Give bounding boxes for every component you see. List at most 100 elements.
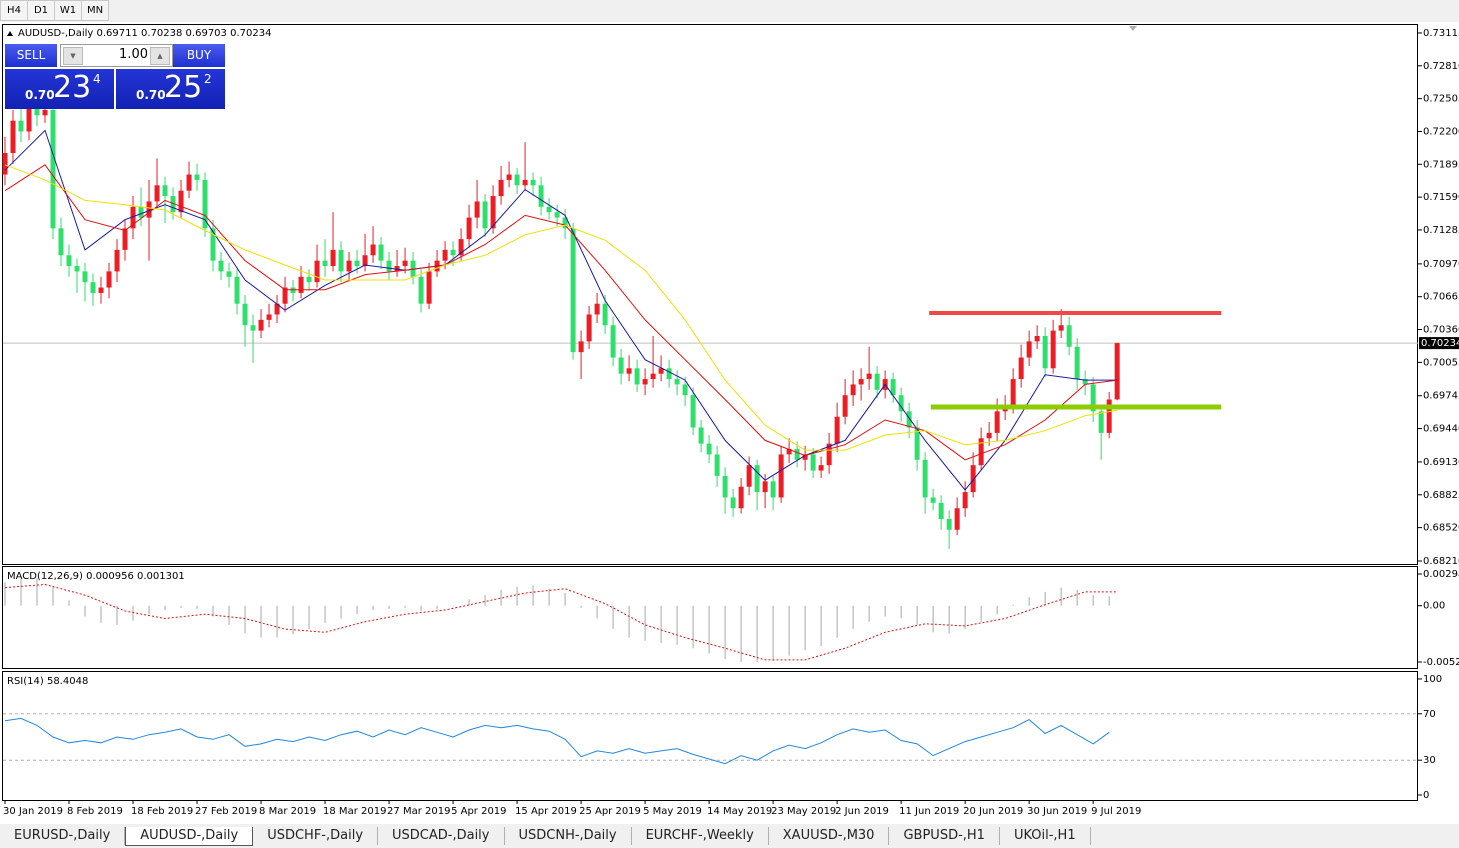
- candle-body: [1042, 335, 1048, 369]
- x-tick-label: 8 Mar 2019: [259, 806, 316, 817]
- candle-body: [266, 314, 272, 320]
- candle-body: [738, 486, 744, 509]
- x-tick-label: 11 Jun 2019: [899, 806, 959, 817]
- timeframe-button[interactable]: D1: [28, 0, 55, 21]
- candle-body: [218, 260, 224, 272]
- macd-bar: [996, 605, 998, 615]
- ask-price[interactable]: 0.70 25 2: [116, 69, 225, 109]
- macd-bar: [308, 605, 310, 630]
- buy-button[interactable]: BUY: [173, 44, 225, 67]
- macd-bar: [596, 605, 598, 619]
- macd-bar: [1060, 587, 1062, 606]
- timeframe-button[interactable]: W1: [55, 0, 82, 21]
- candle-body: [1114, 343, 1120, 400]
- volume-up[interactable]: ▲: [150, 47, 170, 65]
- timeframe-button[interactable]: H4: [0, 0, 28, 21]
- y-tick-label: 0.00: [1423, 601, 1445, 612]
- timeframe-button[interactable]: MN: [82, 0, 109, 21]
- last-price-label: 0.70234: [1421, 338, 1459, 349]
- x-tick-label: 2 Jun 2019: [835, 806, 889, 817]
- macd-bar: [468, 599, 470, 606]
- chart-tab[interactable]: AUDUSD-,Daily: [125, 826, 254, 846]
- chart-tab[interactable]: USDCHF-,Daily: [253, 827, 379, 845]
- candle-body: [906, 411, 912, 428]
- chart-tab[interactable]: USDCNH-,Daily: [505, 827, 632, 845]
- candle-body: [962, 492, 968, 509]
- candle-body: [338, 249, 344, 272]
- candle-body: [490, 196, 496, 229]
- macd-bar: [612, 605, 614, 630]
- ask-pips: 25: [164, 70, 203, 105]
- candle-body: [634, 368, 640, 385]
- y-tick-label: 30: [1423, 755, 1436, 766]
- chart-background: [0, 22, 1459, 824]
- macd-bar: [724, 605, 726, 659]
- candle-body: [178, 190, 184, 213]
- candle-body: [378, 244, 384, 261]
- chart-tab[interactable]: XAUUSD-,M30: [769, 827, 890, 845]
- candle-body: [90, 282, 96, 293]
- candle-body: [10, 120, 16, 153]
- candle-body: [674, 379, 680, 385]
- chart-tab[interactable]: UKOil-,H1: [1000, 827, 1091, 845]
- candle-body: [690, 395, 696, 428]
- y-tick-label: 0.70055: [1423, 357, 1459, 368]
- candle-body: [746, 465, 752, 487]
- candle-body: [658, 368, 664, 374]
- candle-body: [498, 179, 504, 197]
- indicator-line: [4, 583, 1118, 661]
- candle-body: [842, 395, 848, 417]
- macd-bar: [964, 605, 966, 630]
- candle-body: [778, 454, 784, 498]
- shift-marker: [1129, 26, 1137, 31]
- macd-bar: [756, 605, 758, 663]
- volume-value[interactable]: 1.00: [119, 47, 148, 62]
- candle-body: [970, 465, 976, 493]
- y-tick-label: 0.002984: [1423, 569, 1459, 580]
- chart-tab[interactable]: USDCAD-,Daily: [378, 827, 505, 845]
- candle-body: [938, 502, 944, 520]
- macd-bar: [564, 592, 566, 606]
- macd-bar: [132, 605, 134, 621]
- y-tick-label: 0.71895: [1423, 159, 1459, 170]
- candle-body: [386, 260, 392, 272]
- volume-down[interactable]: ▼: [63, 47, 83, 65]
- macd-title: MACD(12,26,9) 0.000956 0.001301: [7, 571, 185, 582]
- macd-bar: [548, 588, 550, 606]
- timeframe-toolbar: H4 D1 W1 MN: [0, 0, 109, 21]
- candle-body: [210, 228, 216, 261]
- candle-body: [354, 260, 360, 267]
- x-tick-label: 25 Apr 2019: [579, 806, 641, 817]
- chart-tab[interactable]: EURUSD-,Daily: [0, 827, 126, 845]
- macd-bar: [740, 605, 742, 663]
- candle-body: [330, 249, 336, 267]
- candle-body: [578, 341, 584, 353]
- macd-bar: [196, 605, 198, 609]
- bid-price[interactable]: 0.70 23 4: [5, 69, 114, 109]
- candle-body: [834, 416, 840, 444]
- volume-field[interactable]: ▼ 1.00 ▲: [60, 44, 173, 67]
- chart-tab[interactable]: EURCHF-,Weekly: [632, 827, 769, 845]
- macd-bar: [292, 605, 294, 635]
- candle-body: [642, 379, 648, 385]
- candle-body: [114, 249, 120, 272]
- candle-body: [1090, 384, 1096, 412]
- chart-tab[interactable]: GBPUSD-,H1: [889, 827, 1000, 845]
- macd-bar: [356, 605, 358, 615]
- candle-body: [618, 357, 624, 374]
- macd-bar: [772, 605, 774, 662]
- chart-title: AUDUSD-,Daily 0.69711 0.70238 0.69703 0.…: [18, 28, 271, 39]
- bid-big: 0.70: [25, 88, 55, 102]
- candle-body: [1010, 379, 1016, 406]
- macd-bar: [884, 605, 886, 617]
- macd-bar: [484, 595, 486, 606]
- x-tick-label: 30 Jun 2019: [1027, 806, 1087, 817]
- candle-body: [1074, 346, 1080, 380]
- sell-button[interactable]: SELL: [5, 44, 57, 67]
- candle-body: [802, 454, 808, 460]
- candle-body: [170, 196, 176, 213]
- bid-fraction: 4: [93, 72, 101, 86]
